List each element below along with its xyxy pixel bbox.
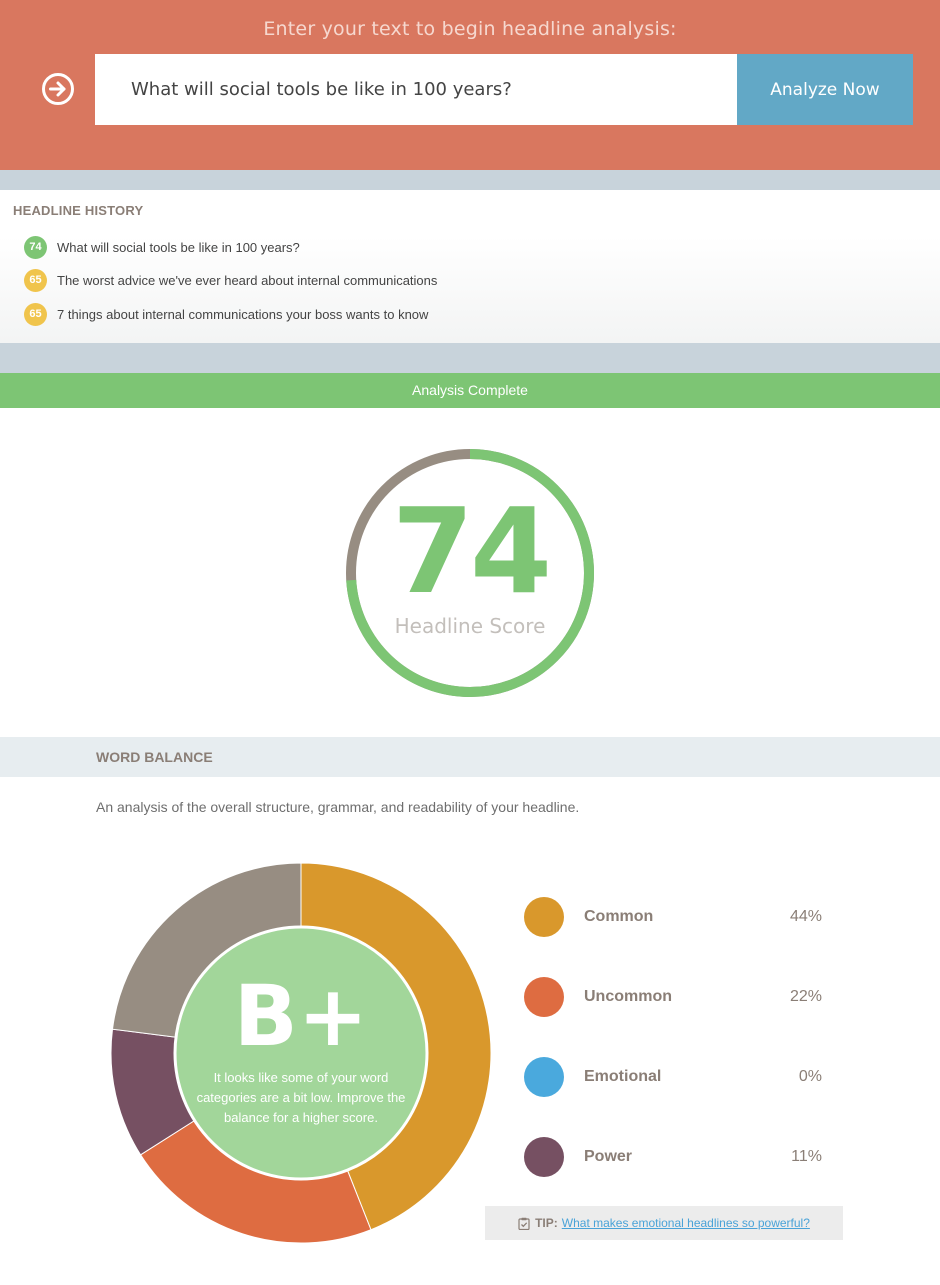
history-item[interactable]: 74 What will social tools be like in 100… xyxy=(24,235,300,259)
legend-dot-common xyxy=(524,897,564,937)
legend-label: Emotional xyxy=(584,1068,662,1085)
word-balance-grade-message: It looks like some of your word categori… xyxy=(196,1070,406,1125)
analyzer-header: Enter your text to begin headline analys… xyxy=(0,0,940,170)
legend-dot-power xyxy=(524,1137,564,1177)
analyzer-prompt: Enter your text to begin headline analys… xyxy=(263,18,677,40)
legend-percent: 0% xyxy=(798,1068,822,1085)
section-divider xyxy=(0,170,940,190)
section-divider xyxy=(0,343,940,373)
headline-input[interactable] xyxy=(95,54,737,125)
word-balance-donut-chart xyxy=(110,862,492,1244)
clipboard-check-icon xyxy=(518,1217,530,1230)
tip-label: TIP: xyxy=(535,1216,558,1230)
arrow-circle-right-icon[interactable] xyxy=(41,72,75,106)
history-score-badge: 65 xyxy=(24,268,47,292)
legend-percent: 22% xyxy=(789,988,822,1005)
word-balance-description: An analysis of the overall structure, gr… xyxy=(96,799,580,815)
tip-box: TIP: What makes emotional headlines so p… xyxy=(485,1206,843,1240)
legend-label: Common xyxy=(584,908,654,925)
history-item[interactable]: 65 The worst advice we've ever heard abo… xyxy=(24,268,437,292)
headline-history: HEADLINE HISTORY 74 What will social too… xyxy=(0,190,940,343)
word-balance-header: WORD BALANCE xyxy=(0,737,940,777)
word-balance-grade: B+ xyxy=(233,967,369,1065)
score-ring-progress xyxy=(346,449,594,697)
history-headline: 7 things about internal communications y… xyxy=(57,306,429,322)
history-score-badge: 74 xyxy=(24,235,47,259)
legend-percent: 11% xyxy=(791,1148,822,1165)
legend-item-power: Power 11% xyxy=(524,1137,824,1177)
legend-dot-emotional xyxy=(524,1057,564,1097)
grade-center-circle xyxy=(173,925,429,1181)
legend-label: Power xyxy=(584,1148,633,1165)
legend-dot-uncommon xyxy=(524,977,564,1017)
analysis-complete-banner: Analysis Complete xyxy=(0,373,940,408)
emotional-headlines-link[interactable]: What makes emotional headlines so powerf… xyxy=(561,1216,810,1230)
analyze-now-button[interactable]: Analyze Now xyxy=(737,54,913,125)
history-score-badge: 65 xyxy=(24,302,47,326)
headline-history-title: HEADLINE HISTORY xyxy=(13,203,144,218)
headline-score-ring xyxy=(346,449,594,697)
legend-label: Uncommon xyxy=(584,988,672,1005)
legend-item-uncommon: Uncommon 22% xyxy=(524,977,824,1017)
headline-score-value: 74 xyxy=(391,482,552,620)
legend-percent: 44% xyxy=(789,908,822,925)
history-item[interactable]: 65 7 things about internal communication… xyxy=(24,302,428,326)
history-headline: The worst advice we've ever heard about … xyxy=(57,272,438,288)
headline-score-label: Headline Score xyxy=(394,614,546,638)
legend-item-emotional: Emotional 0% xyxy=(524,1057,824,1097)
history-headline: What will social tools be like in 100 ye… xyxy=(57,239,300,255)
word-balance-title: WORD BALANCE xyxy=(96,749,213,765)
legend-item-common: Common 44% xyxy=(524,897,824,937)
